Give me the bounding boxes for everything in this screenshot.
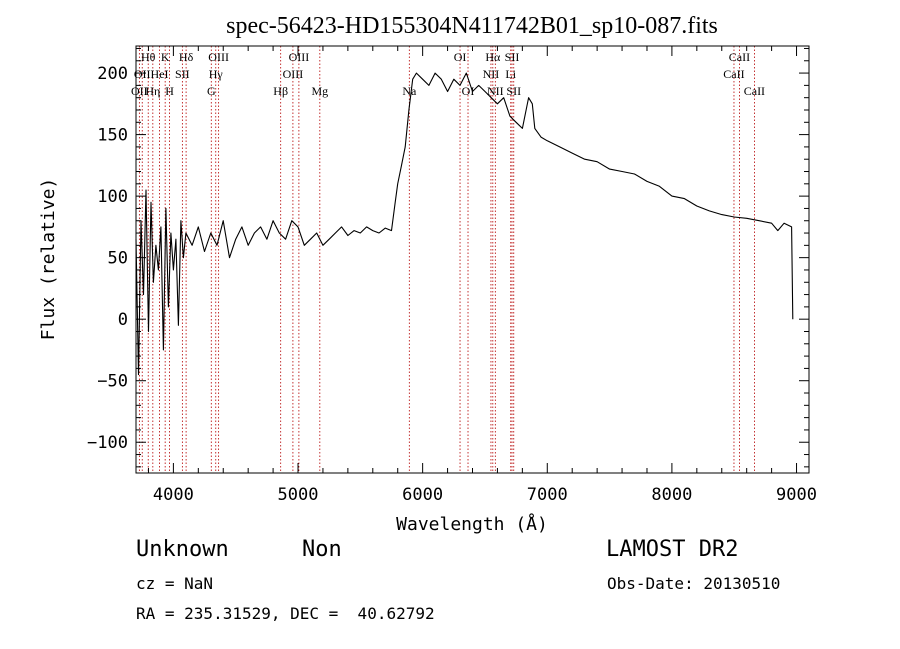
x-tick-label: 6000 xyxy=(402,485,443,505)
spectral-line-label: SII xyxy=(506,84,521,98)
spectral-line-label: CaII xyxy=(723,67,744,81)
x-axis-label: Wavelength (Å) xyxy=(396,513,548,535)
y-tick-label: 200 xyxy=(97,64,128,84)
object-class: Unknown xyxy=(136,537,229,562)
x-tick-label: 5000 xyxy=(278,485,319,505)
spectral-line-label: Hγ xyxy=(209,67,224,81)
x-tick-label: 7000 xyxy=(527,485,568,505)
spectral-line-label: OII xyxy=(134,67,151,81)
spectral-line-label: Hδ xyxy=(179,50,194,64)
spectral-line-label: OIII xyxy=(289,50,310,64)
y-tick-label: 0 xyxy=(118,310,128,330)
spectral-line-label: K xyxy=(161,50,170,64)
spectral-line-label: Hη xyxy=(145,84,160,98)
x-tick-label: 4000 xyxy=(153,485,194,505)
spectral-line-label: H xyxy=(165,84,174,98)
spectral-line-label: Li xyxy=(505,67,516,81)
spectral-line-label: Hβ xyxy=(273,84,288,98)
y-tick-label: 150 xyxy=(97,126,128,146)
y-axis-label: Flux (relative) xyxy=(38,178,59,341)
spectral-line-label: SII xyxy=(175,67,190,81)
spectral-line-label: Hα xyxy=(485,50,501,64)
y-tick-label: −100 xyxy=(87,433,128,453)
observation-date: Obs-Date: 20130510 xyxy=(607,574,781,593)
x-axis-ticks: 4000 5000 6000 7000 8000 9000 xyxy=(147,46,817,505)
y-tick-label: 100 xyxy=(97,187,128,207)
spectral-line-label: OII xyxy=(131,84,148,98)
spectral-line-label: OI xyxy=(454,50,467,64)
spectral-line-label: Na xyxy=(402,84,417,98)
y-tick-label: −50 xyxy=(97,372,128,392)
spectral-line-label: Mg xyxy=(311,84,328,98)
spectral-line-markers xyxy=(138,46,755,473)
y-tick-label: 50 xyxy=(108,249,128,269)
object-subclass: Non xyxy=(302,537,342,562)
sky-coordinates: RA = 235.31529, DEC = 40.62792 xyxy=(136,604,435,623)
survey-name: LAMOST DR2 xyxy=(606,537,739,562)
spectral-line-label: NII xyxy=(487,84,504,98)
plot-frame xyxy=(135,45,810,474)
x-tick-label: 9000 xyxy=(776,485,817,505)
spectral-line-label: HeI xyxy=(151,67,169,81)
spectral-line-label: OIII xyxy=(208,50,229,64)
spectral-line-label: Hθ xyxy=(141,50,156,64)
redshift-value: cz = NaN xyxy=(136,574,214,593)
spectral-line-label: CaII xyxy=(744,84,765,98)
spectrum-line xyxy=(135,72,794,376)
spectral-line-label: NII xyxy=(483,67,500,81)
spectral-line-label: CaII xyxy=(729,50,750,64)
y-axis-ticks: −100 −50 0 50 100 150 200 xyxy=(87,47,809,468)
spectral-line-label: G xyxy=(207,84,216,98)
spectral-line-label: OIII xyxy=(283,67,304,81)
chart-title: spec-56423-HD155304N411742B01_sp10-087.f… xyxy=(226,13,718,39)
x-tick-label: 8000 xyxy=(651,485,692,505)
spectral-line-label: SII xyxy=(505,50,520,64)
